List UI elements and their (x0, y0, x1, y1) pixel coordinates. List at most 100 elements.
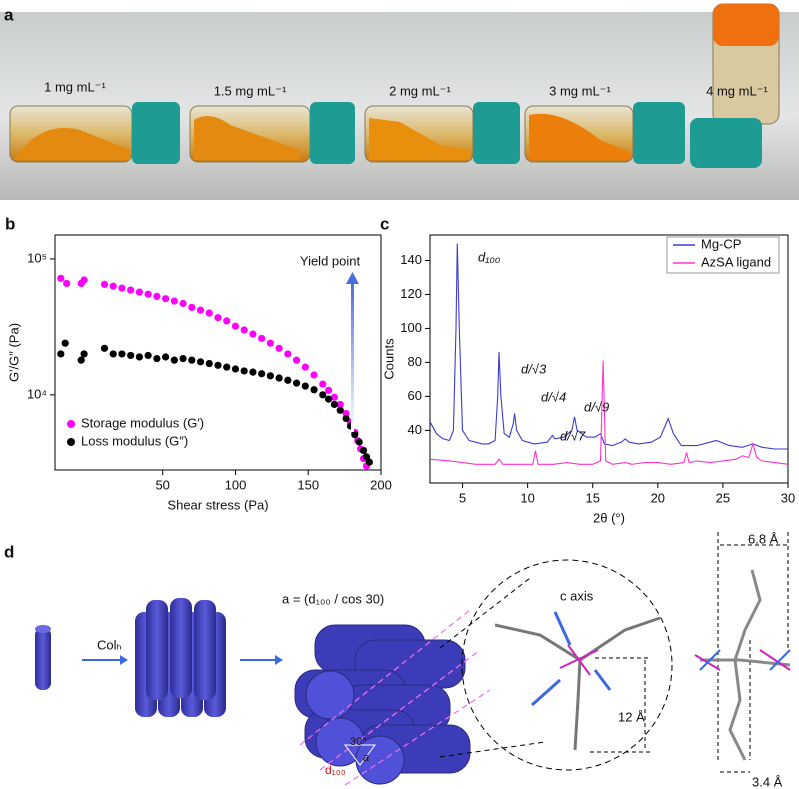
data-point (118, 284, 126, 292)
data-point (135, 288, 144, 296)
data-point (196, 306, 205, 314)
data-point (362, 453, 371, 461)
peak-label: d/√4 (541, 389, 566, 404)
x-tick-label: 100 (225, 477, 247, 492)
data-point (231, 322, 240, 330)
data-point (205, 309, 213, 317)
angle-label: 30° (350, 736, 367, 748)
y-axis-label: G′/G″ (Pa) (6, 323, 21, 382)
data-point (284, 376, 292, 384)
data-point (144, 351, 152, 360)
data-point (292, 379, 301, 387)
x-tick-label: 5 (459, 490, 466, 505)
y-axis-label: Counts (381, 338, 396, 380)
data-point (153, 292, 161, 301)
y-tick-label: 10⁵ (27, 250, 47, 265)
vial (524, 102, 685, 164)
photo (0, 3, 799, 200)
step-label: Colₕ (97, 637, 122, 652)
distance-label: 3.4 Å (752, 774, 783, 789)
x-tick-label: 30 (781, 490, 795, 505)
x-tick-label: 200 (370, 477, 392, 492)
data-point (144, 290, 152, 298)
data-point (63, 279, 71, 288)
x-tick-label: 20 (651, 490, 665, 505)
panel-label: a (4, 5, 14, 24)
yield-arrow (351, 282, 354, 432)
data-point (223, 317, 231, 325)
data-line (429, 243, 788, 450)
vial (364, 102, 520, 164)
data-point (275, 374, 283, 382)
yield-arrow-head (346, 272, 359, 284)
y-tick-label: 100 (400, 320, 422, 335)
y-tick-label: 10⁴ (27, 386, 47, 401)
data-point (359, 446, 368, 455)
y-tick-label: 60 (408, 388, 422, 403)
peak-label: d₁₀₀ (478, 249, 501, 264)
data-point (342, 414, 350, 423)
y-tick-label: 140 (400, 252, 422, 267)
data-point (301, 363, 309, 371)
formula: a = (d₁₀₀ / cos 30) (282, 591, 384, 606)
data-point (188, 303, 196, 311)
panel-label: b (5, 214, 15, 233)
y-tick-label: 40 (408, 422, 422, 437)
data-point (127, 286, 135, 294)
data-point (109, 350, 117, 358)
data-point (301, 382, 309, 390)
legend-label: Mg-CP (701, 236, 741, 251)
x-tick-label: 15 (585, 490, 599, 505)
data-point (153, 354, 161, 363)
x-axis-label: Shear stress (Pa) (167, 497, 268, 512)
data-point (258, 370, 266, 378)
data-point (336, 400, 344, 409)
vial (189, 102, 355, 164)
data-point (292, 356, 301, 364)
data-point (57, 350, 65, 358)
legend-swatch (67, 438, 75, 446)
data-point (330, 393, 339, 401)
data-point (240, 326, 248, 334)
data-point (365, 458, 373, 466)
data-point (223, 363, 231, 371)
x-tick-label: 10 (520, 490, 534, 505)
vial-label: 2 mg mL⁻¹ (389, 83, 451, 98)
plot-frame (429, 234, 789, 484)
data-point (351, 431, 359, 439)
diagram (35, 532, 791, 786)
data-point (249, 368, 257, 376)
data-point (266, 339, 274, 347)
vial-label: 1 mg mL⁻¹ (44, 79, 106, 94)
data-point (319, 380, 327, 388)
x-tick-label: 25 (716, 490, 730, 505)
data-point (325, 395, 333, 403)
vial (9, 102, 180, 164)
lattice-label: a (363, 752, 369, 764)
data-point (179, 299, 187, 308)
data-point (80, 350, 88, 358)
y-tick-label: 120 (400, 286, 422, 301)
data-point (240, 367, 248, 375)
y-tick-label: 80 (408, 354, 422, 369)
data-point (100, 280, 109, 288)
axis-label: c axis (560, 588, 594, 603)
legend-swatch (67, 420, 75, 428)
data-point (205, 359, 213, 368)
vial-label: 4 mg mL⁻¹ (706, 83, 768, 98)
data-point (57, 274, 65, 282)
data-line (429, 360, 789, 465)
data-point (336, 406, 344, 414)
x-tick-label: 150 (297, 477, 319, 492)
panel-label: d (4, 542, 14, 561)
legend-label: Storage modulus (G′) (81, 415, 204, 430)
distance-label: 6.8 Å (748, 531, 779, 546)
data-point (310, 371, 318, 379)
data-point (170, 297, 178, 305)
panel-label: c (380, 214, 389, 233)
data-point (275, 344, 283, 352)
spacing-label: d₁₀₀ (325, 763, 346, 777)
data-point (231, 365, 240, 373)
data-point (188, 356, 196, 364)
